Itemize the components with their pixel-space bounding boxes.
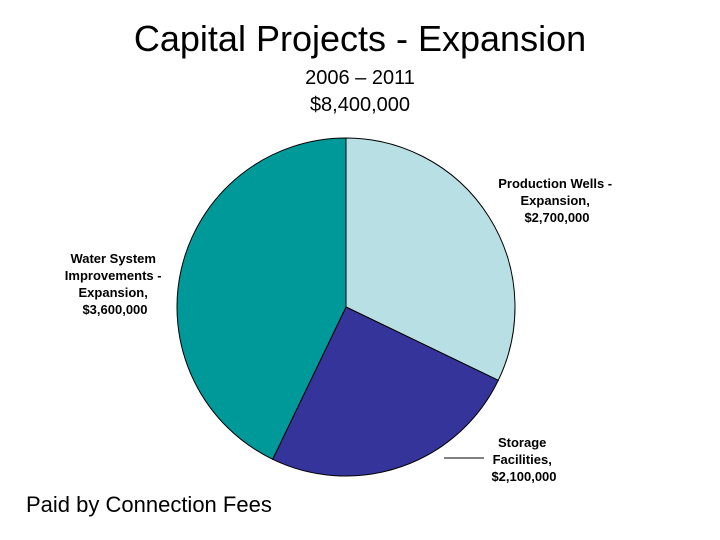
- chart-subtitle-years: 2006 – 2011: [305, 67, 415, 89]
- pie-slice-production-wells: [345, 137, 516, 381]
- slice-label-storage-facilities: Storage Facilities, $2,100,000: [491, 435, 556, 484]
- chart-title: Capital Projects - Expansion: [133, 18, 587, 59]
- slice-label-water-system: Water System Improvements - Expansion, $…: [65, 251, 165, 317]
- pie-slice-storage-facilities: [272, 306, 499, 477]
- slice-label-production-wells: Production Wells - Expansion, $2,700,000: [498, 176, 616, 225]
- chart-subtitle-total: $8,400,000: [309, 94, 411, 116]
- pie-slice-water-system: [176, 137, 347, 460]
- slice-labels: Production Wells - Expansion, $2,700,000…: [65, 176, 616, 484]
- pie-slices: [176, 137, 516, 477]
- chart-footer-note: Paid by Connection Fees: [26, 492, 272, 517]
